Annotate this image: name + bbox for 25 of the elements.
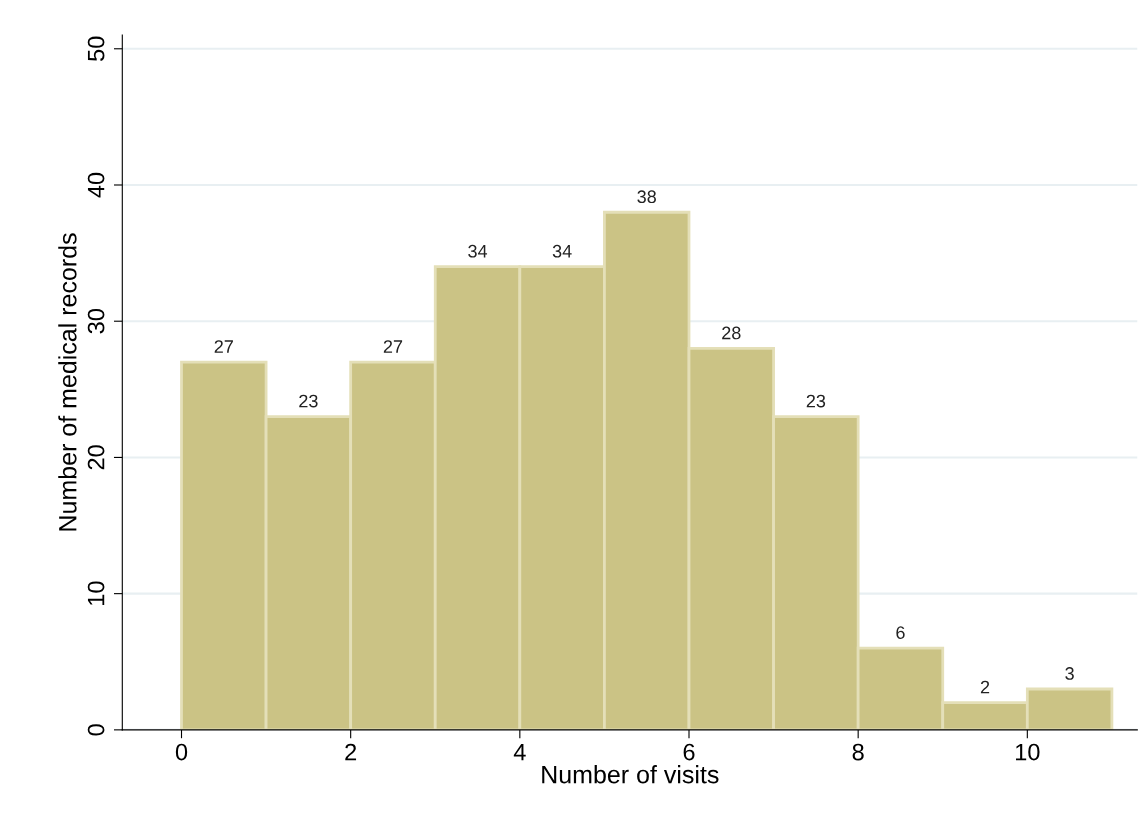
- x-tick-label: 2: [345, 743, 357, 761]
- y-tick-label: 40: [87, 172, 105, 198]
- y-axis-title: Number of medical records: [58, 233, 77, 531]
- data-label: 34: [468, 244, 488, 258]
- data-label: 28: [722, 326, 741, 340]
- data-label: 34: [552, 244, 572, 258]
- y-tick-label: 20: [87, 445, 105, 470]
- data-label: 6: [896, 626, 905, 640]
- x-tick-label: 10: [1016, 743, 1040, 761]
- data-label: 2: [980, 680, 990, 694]
- y-tick-label: 30: [87, 309, 105, 334]
- data-label: 38: [637, 190, 656, 204]
- data-label: 23: [299, 394, 318, 408]
- data-label: 3: [1065, 667, 1074, 680]
- x-tick-label: 6: [683, 743, 695, 761]
- y-tick-label: 0: [87, 724, 105, 736]
- x-tick-label: 8: [852, 743, 864, 761]
- data-label: 27: [383, 340, 403, 353]
- x-tick-label: 4: [513, 743, 526, 761]
- data-label: 27: [214, 340, 233, 353]
- x-tick-label: 0: [175, 743, 188, 761]
- y-tick-label: 10: [87, 581, 105, 605]
- x-axis-title: Number of visits: [542, 765, 719, 784]
- y-tick-label: 50: [87, 36, 105, 61]
- data-label: 23: [806, 394, 826, 408]
